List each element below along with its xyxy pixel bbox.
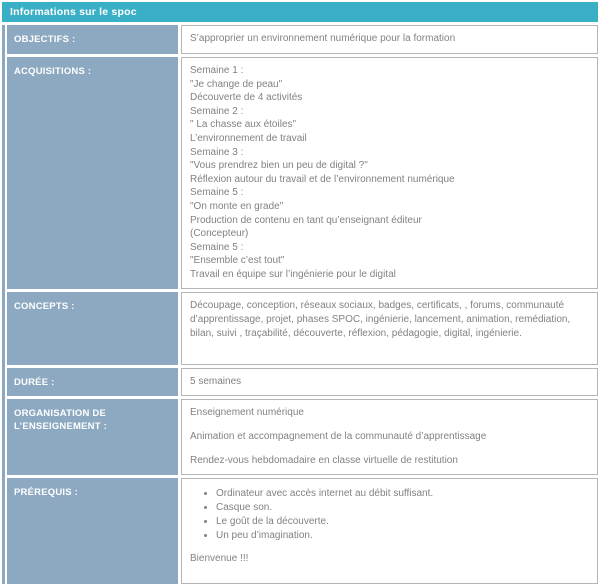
prerequis-bullet: Un peu d’imagination. [216,529,587,543]
acquisitions-line: Semaine 3 : [190,146,244,158]
row-content-acquisitions: Semaine 1 : "Je change de peau" Découverte… [181,57,598,289]
row-label-duree: DURÉE : [7,367,178,396]
acquisitions-line: Semaine 2 : [190,105,244,117]
acquisitions-line: "On monte en grade" [190,200,284,212]
row-content-prerequis: Ordinateur avec accès internet au débit … [181,477,598,584]
acquisitions-line: "Vous prendrez bien un peu de digital ?" [190,160,368,172]
row-content-organisation: Enseignement numérique Animation et accom… [181,398,598,475]
acquisitions-line: Découverte de 4 activités [190,92,303,104]
acquisitions-line: Semaine 1 : [190,65,244,76]
row-label-organisation: ORGANISATION DE L’ENSEIGNEMENT : [7,398,178,475]
acquisitions-line: Travail en équipe sur l’ingénierie pour … [190,268,396,280]
acquisitions-line: " La chasse aux étoiles" [190,119,297,131]
acquisitions-line: Production de contenu en tant qu’enseign… [190,214,422,226]
acquisitions-line: L’environnement de travail [190,132,307,144]
table-row: PRÉREQUIS : Ordinateur avec accès intern… [7,477,598,584]
acquisitions-line: "Je change de peau" [190,78,283,90]
acquisitions-line: Réflexion autour du travail et de l’envi… [190,173,455,185]
spoc-info-table: OBJECTIFS : S’approprier un environnemen… [2,25,598,584]
welcome-note: Bienvenue !!! [190,552,249,564]
prerequis-bullet-list: Ordinateur avec accès internet au débit … [190,487,587,543]
row-label-prerequis: PRÉREQUIS : [7,477,178,584]
table-row: DURÉE : 5 semaines [7,367,598,396]
row-content-objectifs: S’approprier un environnement numérique … [181,25,598,54]
acquisitions-line: (Concepteur) [190,228,249,240]
table-row: OBJECTIFS : S’approprier un environnemen… [7,25,598,54]
row-label-acquisitions: ACQUISITIONS : [7,57,178,289]
row-content-duree: 5 semaines [181,367,598,396]
table-row: ACQUISITIONS : Semaine 1 : "Je change de … [7,57,598,289]
prerequis-bullet: Casque son. [216,501,587,515]
organisation-paragraph: Enseignement numérique [190,406,304,418]
table-row: CONCEPTS : Découpage, conception, réseau… [7,291,598,365]
prerequis-bullet: Le goût de la découverte. [216,515,587,529]
table-header: Informations sur le spoc [2,2,598,22]
acquisitions-line: "Ensemble c’est tout" [190,255,285,267]
organisation-paragraph: Rendez-vous hebdomadaire en classe virtu… [190,454,458,466]
row-label-concepts: CONCEPTS : [7,291,178,365]
table-row: ORGANISATION DE L’ENSEIGNEMENT : Enseign… [7,398,598,475]
organisation-paragraph: Animation et accompagnement de la commun… [190,430,487,442]
row-label-objectifs: OBJECTIFS : [7,25,178,54]
prerequis-bullet: Ordinateur avec accès internet au débit … [216,487,587,501]
acquisitions-line: Semaine 5 : [190,241,244,253]
acquisitions-line: Semaine 5 : [190,187,244,199]
row-content-concepts: Découpage, conception, réseaux sociaux, … [181,291,598,365]
